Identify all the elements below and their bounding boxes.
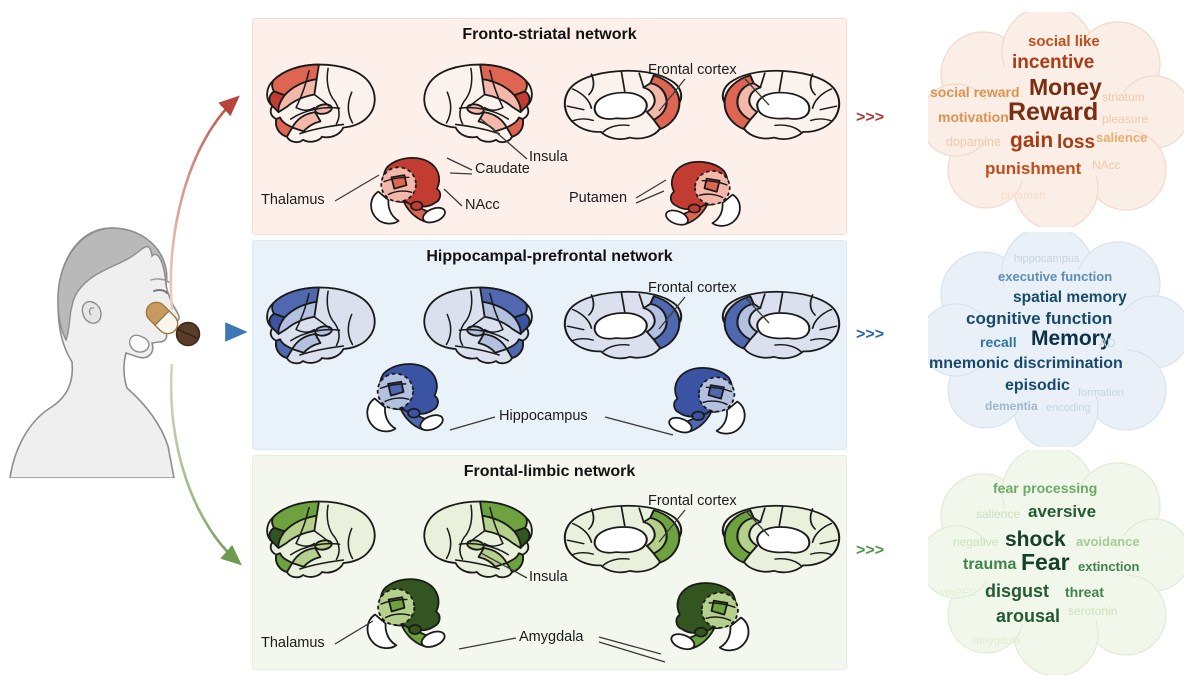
label-amygdala: Amygdala [519, 629, 584, 645]
cloud-word: spatial memory [1013, 289, 1127, 306]
subcortical-left [366, 363, 446, 435]
label-thalamus: Thalamus [261, 192, 325, 208]
subcortical-right [662, 160, 741, 229]
cloud-word: striatum [1102, 90, 1145, 104]
label-frontal-cortex: Frontal cortex [648, 62, 737, 78]
chevron-green: >>> [856, 542, 885, 559]
label-frontal-cortex: Frontal cortex [648, 280, 737, 296]
cloud-word: mnemonic discrimination [929, 355, 1123, 372]
cloud-word: trauma [963, 556, 1017, 573]
panel-hippocampal-prefrontal: Hippocampal-prefrontal network Frontal c… [252, 240, 847, 450]
cloud-word: motivation [938, 109, 1009, 125]
wordcloud-fronto-striatal: social like incentive social reward Mone… [928, 12, 1184, 227]
brain-lateral-left [266, 500, 376, 579]
cloud-word: Money [1029, 74, 1102, 100]
brain-medial-right [721, 290, 841, 360]
brain-lateral-right [423, 63, 533, 144]
label-frontal-cortex: Frontal cortex [648, 493, 737, 509]
cloud-word: avoidance [1076, 534, 1140, 549]
cloud-word: arousal [996, 606, 1061, 626]
chevron-red: >>> [856, 109, 885, 126]
cloud-word: NAcc [1092, 158, 1121, 172]
label-caudate: Caudate [475, 161, 530, 177]
cloud-word: hippocampus [1014, 253, 1080, 265]
panel-title: Fronto-striatal network [462, 26, 637, 43]
network-arrows [169, 95, 248, 566]
cloud-word: formation [1078, 387, 1124, 399]
cloud-word: punishment [985, 159, 1082, 178]
subcortical-right [666, 367, 746, 437]
cloud-word: amygdala [973, 635, 1021, 647]
panel-fronto-striatal: Fronto-striatal network Frontal cortex I… [252, 18, 847, 235]
cloud-shape [928, 450, 1184, 675]
subcortical-left [366, 578, 448, 651]
cloud-word: extinction [1078, 559, 1140, 574]
person-head-profile-icon [9, 227, 180, 478]
label-putamen: Putamen [569, 190, 628, 206]
brain-medial-right [721, 504, 841, 574]
brain-lateral-left [266, 286, 376, 365]
cloud-word: cognitive function [966, 309, 1113, 328]
cloud-word: episodic [1005, 377, 1070, 394]
wordcloud-hippocampal-prefrontal: hippocampus executive function spatial m… [928, 232, 1184, 447]
cloud-word: vmPFC [940, 587, 977, 599]
label-hippocampus: Hippocampus [499, 408, 588, 424]
cloud-word: Fear [1021, 549, 1070, 575]
cloud-word: pleasure [1102, 112, 1149, 126]
brain-lateral-right [423, 500, 533, 579]
brain-views-hippocampal-prefrontal [266, 286, 841, 437]
chevron-blue: >>> [856, 326, 885, 343]
brain-views-frontal-limbic [266, 500, 841, 663]
cloud-word: gain [1010, 129, 1054, 152]
cloud-word: negative [953, 535, 999, 549]
cloud-word: AD [1099, 336, 1116, 350]
cloud-word: Memory [1031, 327, 1112, 350]
cloud-word: social reward [930, 84, 1020, 100]
cloud-word: serotonin [1068, 604, 1118, 618]
subcortical-right [668, 582, 750, 654]
cloud-shape [928, 232, 1184, 447]
cloud-word: disgust [985, 581, 1050, 601]
label-thalamus: Thalamus [261, 635, 325, 651]
cloud-word: recall [980, 334, 1017, 350]
cloud-word: threat [1065, 584, 1104, 600]
brain-lateral-left [266, 63, 376, 144]
cloud-word: Reward [1008, 98, 1099, 126]
cloud-word: encoding [1046, 402, 1091, 414]
cloud-word: incentive [1012, 52, 1095, 73]
cloud-word: dopamine [946, 135, 1001, 149]
cloud-word: aversive [1028, 502, 1097, 521]
panel-title: Hippocampal-prefrontal network [426, 248, 673, 265]
cloud-word: dementia [985, 399, 1038, 413]
cloud-word: salience [976, 507, 1021, 521]
label-nacc: NAcc [465, 197, 500, 213]
arrow-to-frontostriatal [169, 95, 240, 311]
brain-medial-right [721, 69, 841, 141]
cloud-shape [928, 12, 1184, 227]
cloud-word: salience [1096, 130, 1148, 145]
label-insula: Insula [529, 569, 568, 585]
cloud-word: fear processing [993, 480, 1098, 496]
brain-lateral-right [423, 286, 533, 365]
cloud-word: loss [1057, 132, 1096, 153]
label-insula: Insula [529, 149, 568, 165]
cloud-word: putamen [1001, 190, 1046, 202]
cloud-word: executive function [998, 269, 1113, 284]
pill-icon [145, 301, 201, 347]
brain-medial-left [563, 290, 683, 360]
cloud-word: social like [1028, 33, 1100, 50]
panel-title: Frontal-limbic network [463, 463, 636, 480]
brain-views-fronto-striatal [266, 63, 841, 229]
arrow-to-frontal-limbic [169, 363, 242, 566]
panel-frontal-limbic: Frontal-limbic network Frontal cortex In… [252, 455, 847, 670]
subcortical-left [370, 157, 449, 227]
wordcloud-frontal-limbic: fear processing salience aversive negati… [928, 450, 1184, 675]
cloud-word: shock [1005, 528, 1066, 551]
brain-medial-left [563, 504, 683, 574]
